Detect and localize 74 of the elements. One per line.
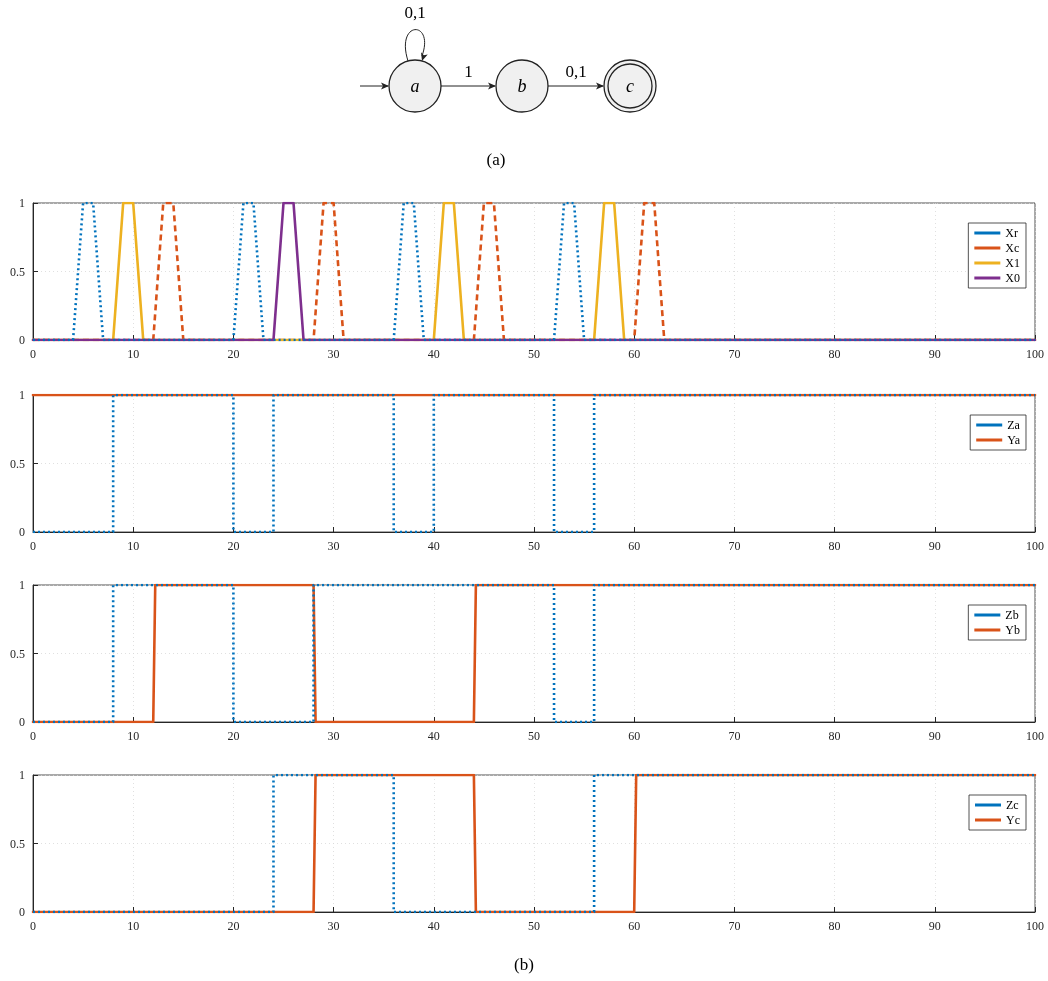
x-tick-label: 30 — [327, 347, 340, 361]
legend-label: Zc — [1006, 798, 1019, 812]
x-tick-label: 100 — [1026, 919, 1044, 933]
x-tick-label: 90 — [928, 539, 941, 553]
x-tick-label: 100 — [1026, 347, 1044, 361]
legend-label: Xc — [1005, 241, 1020, 255]
x-tick-label: 80 — [828, 729, 841, 743]
text: (a) — [486, 150, 506, 169]
x-tick-label: 20 — [227, 919, 240, 933]
x-tick-label: 70 — [728, 729, 741, 743]
x-tick-label: 30 — [327, 919, 340, 933]
x-tick-label: 0 — [30, 729, 36, 743]
x-tick-label: 10 — [127, 729, 140, 743]
x-tick-label: 100 — [1026, 539, 1044, 553]
text: b — [517, 76, 527, 96]
y-tick-label: 0.5 — [10, 646, 25, 661]
x-tick-label: 50 — [528, 919, 540, 933]
x-tick-label: 80 — [828, 919, 841, 933]
legend-label: X1 — [1005, 256, 1021, 270]
y-tick-label: 1 — [19, 388, 25, 402]
y-tick-label: 0.5 — [10, 264, 25, 279]
legend-label: Ya — [1007, 433, 1021, 447]
text: 1 — [464, 62, 473, 81]
legend-label: Za — [1007, 418, 1021, 432]
x-tick-label: 20 — [227, 347, 240, 361]
legend-label: X0 — [1005, 271, 1021, 285]
legend-label: Yc — [1006, 813, 1021, 827]
y-tick-label: 0 — [19, 333, 25, 347]
x-tick-label: 50 — [528, 347, 540, 361]
x-tick-label: 90 — [928, 919, 941, 933]
y-tick-label: 1 — [19, 578, 25, 592]
x-tick-label: 40 — [427, 539, 440, 553]
x-tick-label: 90 — [928, 347, 941, 361]
x-tick-label: 40 — [427, 729, 440, 743]
x-tick-label: 60 — [628, 919, 641, 933]
x-tick-label: 60 — [628, 539, 641, 553]
x-tick-label: 50 — [528, 539, 540, 553]
x-tick-label: 30 — [327, 729, 340, 743]
text: a — [410, 76, 420, 96]
y-tick-label: 0 — [19, 715, 25, 729]
x-tick-label: 70 — [728, 539, 741, 553]
legend-label: Yb — [1005, 623, 1021, 637]
text: 0,1 — [404, 3, 426, 22]
legend-label: Xr — [1005, 226, 1019, 240]
x-tick-label: 100 — [1026, 729, 1044, 743]
y-tick-label: 0.5 — [10, 456, 25, 471]
text: c — [626, 76, 634, 96]
x-tick-label: 50 — [528, 729, 540, 743]
text: (b) — [513, 955, 535, 975]
x-tick-label: 0 — [30, 919, 36, 933]
x-tick-label: 30 — [327, 539, 340, 553]
text: 0,1 — [565, 62, 587, 81]
x-tick-label: 80 — [828, 347, 841, 361]
y-tick-label: 0.5 — [10, 836, 25, 851]
x-tick-label: 90 — [928, 729, 941, 743]
x-tick-label: 40 — [427, 919, 440, 933]
x-tick-label: 40 — [427, 347, 440, 361]
x-tick-label: 10 — [127, 347, 140, 361]
x-tick-label: 0 — [30, 347, 36, 361]
x-tick-label: 70 — [728, 347, 741, 361]
y-tick-label: 1 — [19, 768, 25, 782]
x-tick-label: 80 — [828, 539, 841, 553]
x-tick-label: 10 — [127, 919, 140, 933]
x-tick-label: 20 — [227, 729, 240, 743]
x-tick-label: 20 — [227, 539, 240, 553]
x-tick-label: 10 — [127, 539, 140, 553]
y-tick-label: 0 — [19, 905, 25, 919]
x-tick-label: 0 — [30, 539, 36, 553]
x-tick-label: 60 — [628, 729, 641, 743]
y-tick-label: 1 — [19, 196, 25, 210]
x-tick-label: 60 — [628, 347, 641, 361]
x-tick-label: 70 — [728, 919, 741, 933]
legend-label: Zb — [1005, 608, 1019, 622]
y-tick-label: 0 — [19, 525, 25, 539]
